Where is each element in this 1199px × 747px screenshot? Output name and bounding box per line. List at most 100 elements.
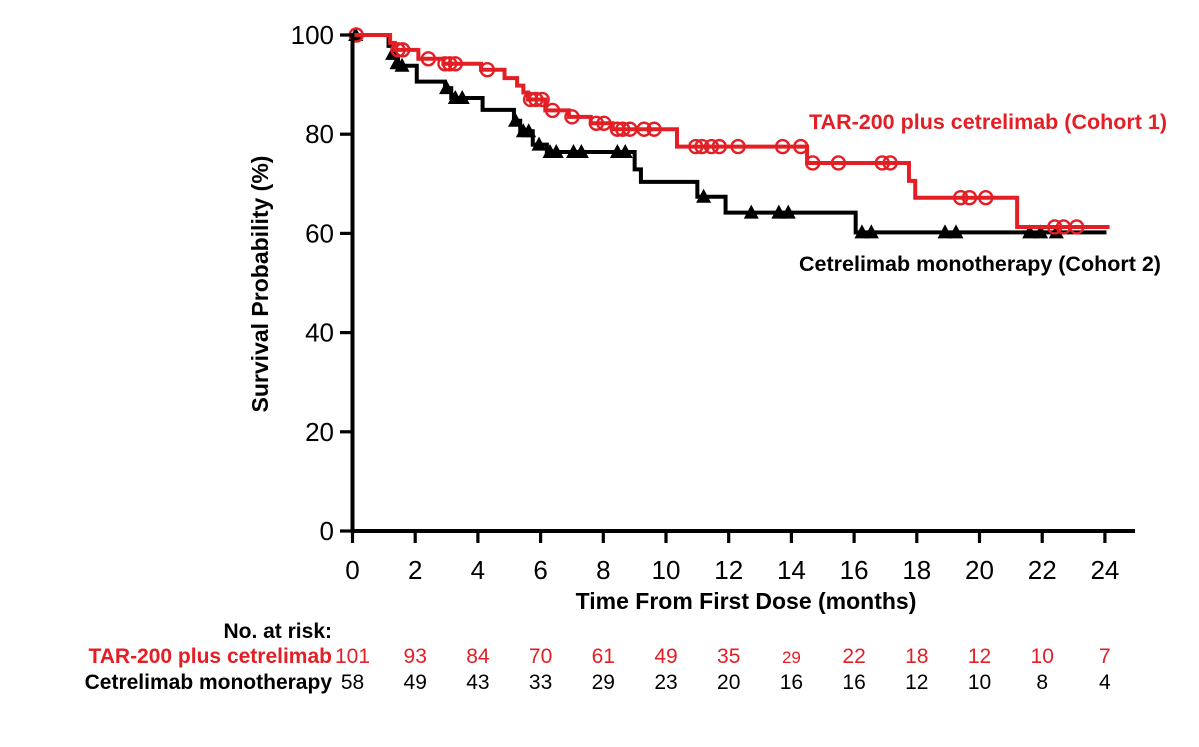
censor-triangle-icon (854, 224, 870, 239)
censor-circle-icon (394, 42, 411, 58)
censor-triangle-icon (454, 89, 470, 104)
censor-triangle-icon (771, 204, 787, 219)
x-tick-label: 8 (596, 555, 610, 585)
x-tick-label: 2 (408, 555, 422, 585)
censor-triangle-icon (1033, 224, 1049, 239)
censor-circle-icon (420, 51, 437, 67)
censor-triangle-icon (780, 204, 796, 219)
at-risk-value: 22 (842, 645, 865, 668)
at-risk-value: 29 (782, 648, 801, 667)
censor-circle-icon (441, 56, 458, 72)
at-risk-value: 16 (780, 671, 803, 694)
y-tick-label: 40 (305, 318, 334, 348)
censor-triangle-icon (521, 123, 537, 138)
censor-triangle-icon (617, 144, 633, 159)
censor-circle-icon (522, 91, 539, 108)
censor-circle-icon (646, 121, 662, 137)
at-risk-value: 10 (968, 671, 991, 694)
at-risk-value: 8 (1036, 671, 1048, 694)
censor-circle-icon (730, 138, 746, 155)
at-risk-value: 7 (1099, 645, 1111, 668)
x-tick-label: 12 (714, 555, 743, 585)
censor-circle-icon (596, 115, 612, 131)
at-risk-value: 23 (654, 671, 677, 694)
censor-circle-icon (703, 138, 720, 155)
x-axis-title: Time From First Dose (months) (576, 588, 917, 614)
x-tick-label: 10 (652, 555, 681, 585)
x-tick-label: 0 (345, 555, 359, 585)
y-axis-title: Survival Probability (%) (247, 156, 273, 413)
censor-circle-icon (528, 91, 544, 108)
x-tick-label: 18 (902, 555, 931, 585)
censor-triangle-icon (439, 80, 455, 95)
at-risk-value: 12 (968, 645, 991, 668)
censor-circle-icon (564, 109, 580, 125)
x-tick-label: 14 (777, 555, 806, 585)
censor-circle-icon (711, 138, 727, 155)
censor-circle-icon (805, 155, 821, 171)
censor-circle-icon (961, 189, 978, 206)
y-tick-label: 60 (305, 218, 334, 248)
censor-circle-icon (636, 121, 652, 137)
censor-circle-icon (534, 91, 550, 108)
censor-triangle-icon (948, 224, 964, 239)
at-risk-value: 29 (592, 671, 615, 694)
censor-triangle-icon (548, 144, 564, 159)
censor-triangle-icon (573, 144, 589, 159)
at-risk-value: 43 (466, 671, 489, 694)
x-tick-label: 22 (1028, 555, 1057, 585)
censor-circle-icon (544, 102, 561, 119)
x-tick-label: 24 (1090, 555, 1119, 585)
censor-triangle-icon (743, 204, 759, 219)
at-risk-heading: No. at risk: (223, 620, 332, 643)
censor-triangle-icon (937, 224, 953, 239)
x-tick-label: 4 (471, 555, 485, 585)
censor-circle-icon (390, 42, 406, 58)
censor-circle-icon (774, 138, 791, 155)
at-risk-value: 49 (404, 671, 427, 694)
legend-cohort2-label: Cetrelimab monotherapy (Cohort 2) (799, 252, 1161, 276)
at-risk-row-label: Cetrelimab monotherapy (85, 671, 333, 694)
censor-circle-icon (479, 62, 496, 78)
y-tick-label: 0 (320, 516, 334, 546)
censor-triangle-icon (1048, 224, 1064, 239)
at-risk-value: 101 (335, 645, 370, 668)
at-risk-value: 10 (1031, 645, 1054, 668)
censor-circle-icon (447, 56, 464, 72)
censor-triangle-icon (531, 136, 547, 151)
at-risk-value: 49 (654, 645, 677, 668)
at-risk-value: 58 (341, 671, 364, 694)
at-risk-value: 16 (842, 671, 865, 694)
legend-cohort1-label: TAR-200 plus cetrelimab (Cohort 1) (809, 110, 1167, 134)
at-risk-value: 70 (529, 645, 552, 668)
censor-circle-icon (882, 155, 898, 171)
censor-circle-icon (694, 138, 710, 155)
censor-circle-icon (615, 121, 631, 137)
at-risk-value: 18 (905, 645, 928, 668)
y-tick-label: 80 (305, 119, 334, 149)
x-tick-label: 20 (965, 555, 994, 585)
censor-triangle-icon (1022, 224, 1038, 239)
censor-circle-icon (830, 155, 847, 171)
censor-triangle-icon (696, 188, 712, 203)
censor-circle-icon (793, 138, 809, 155)
at-risk-value: 84 (466, 645, 490, 668)
y-tick-label: 100 (291, 20, 334, 50)
censor-circle-icon (1047, 219, 1063, 235)
censor-circle-icon (1068, 219, 1085, 235)
survival-curves (348, 27, 1110, 239)
at-risk-value: 35 (717, 645, 740, 668)
censor-circle-icon (952, 189, 969, 206)
at-risk-row-label: TAR-200 plus cetrelimab (88, 645, 332, 668)
censor-circle-icon (588, 115, 605, 131)
censor-circle-icon (978, 189, 994, 206)
censor-triangle-icon (394, 57, 410, 72)
at-risk-value: 33 (529, 671, 552, 694)
censor-circle-icon (874, 155, 891, 171)
at-risk-value: 12 (905, 671, 928, 694)
at-risk-value: 4 (1099, 671, 1111, 694)
censor-triangle-icon (508, 112, 524, 127)
